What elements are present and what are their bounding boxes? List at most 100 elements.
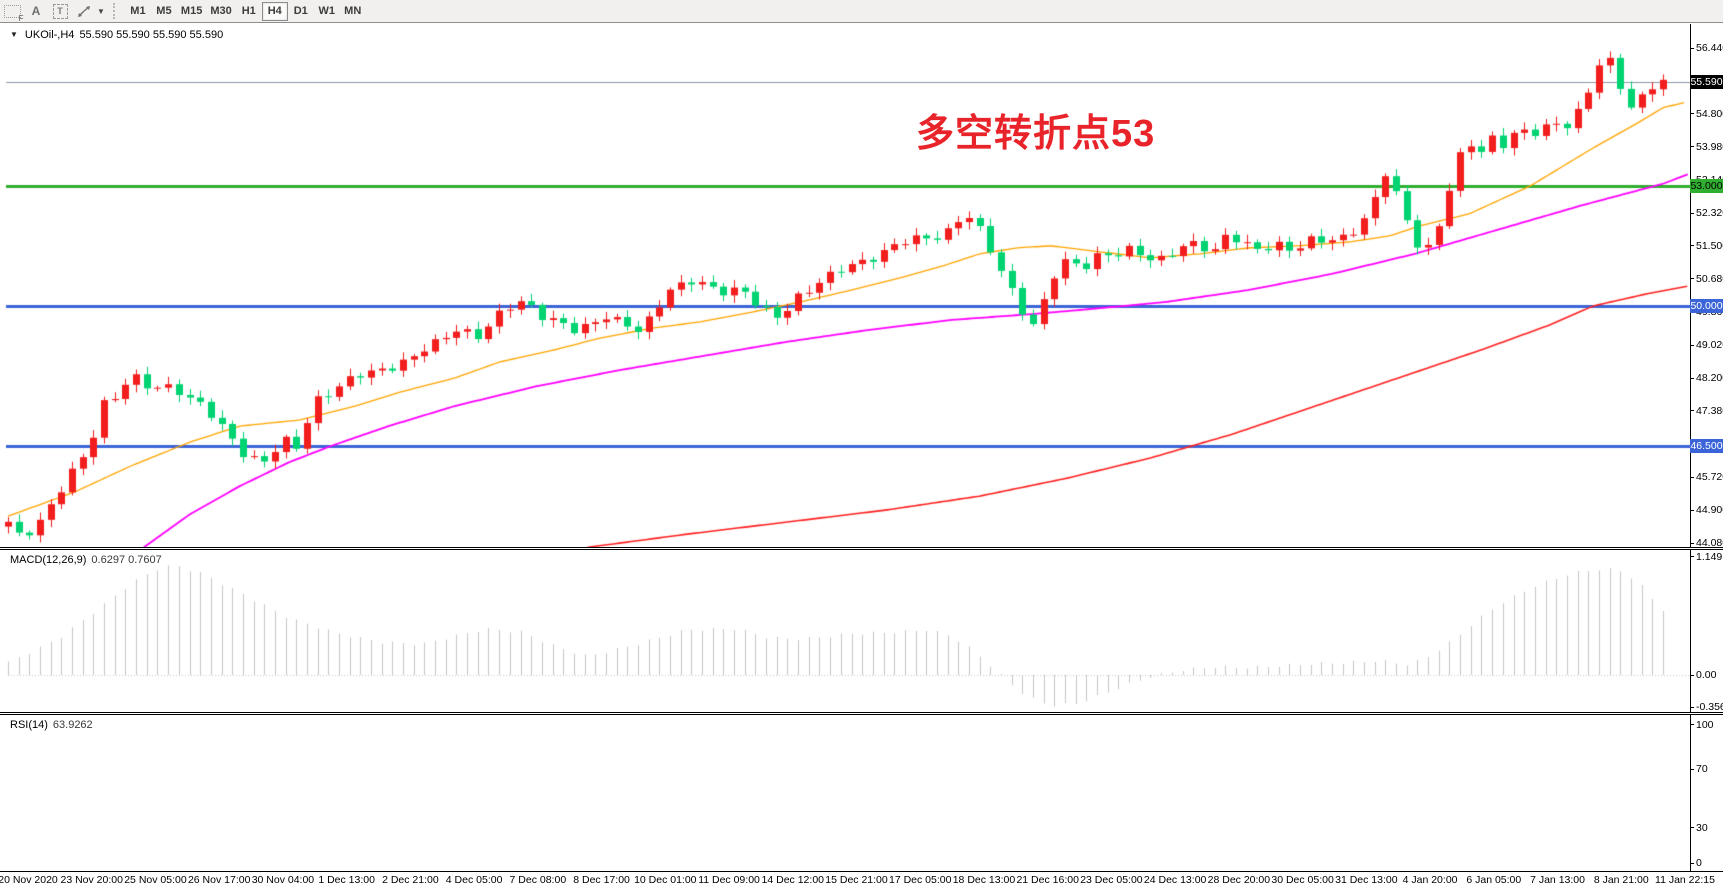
time-label-24: 7 Jan 13:00: [1530, 874, 1585, 886]
time-label-14: 17 Dec 05:00: [888, 874, 952, 886]
time-label-17: 23 Dec 05:00: [1080, 874, 1143, 886]
symbol-caret-icon[interactable]: ▼: [10, 30, 18, 39]
tick-dash: [1690, 245, 1694, 247]
time-label-20: 30 Dec 05:00: [1271, 874, 1334, 886]
time-label-7: 4 Dec 05:00: [445, 874, 503, 886]
time-label-15: 18 Dec 13:00: [952, 874, 1016, 886]
time-label-12: 14 Dec 12:00: [761, 874, 824, 886]
time-label-19: 28 Dec 20:00: [1207, 874, 1271, 886]
tick-dash: [1690, 476, 1694, 478]
price-tick-48.200: 48.200: [1690, 372, 1723, 385]
price-badge-50.000: 50.000: [1690, 298, 1723, 313]
macd-indicator-title: MACD(12,26,9) 0.6297 0.7607: [10, 554, 162, 566]
tick-label: 48.200: [1696, 372, 1723, 384]
toolbar-separator: [112, 3, 119, 19]
rsi-value: 63.9262: [52, 719, 93, 731]
tick-label: 52.320: [1696, 207, 1723, 219]
time-label-9: 8 Dec 17:00: [573, 874, 630, 886]
timeframe-button-m30[interactable]: M30: [206, 2, 235, 21]
macd-axis-1.149: 1.149: [1690, 550, 1723, 563]
timeframe-button-d1[interactable]: D1: [288, 2, 314, 21]
arrows-object-icon[interactable]: [73, 2, 95, 21]
time-label-18: 24 Dec 13:00: [1143, 874, 1207, 886]
tick-dash: [1690, 509, 1694, 511]
time-label-23: 6 Jan 05:00: [1466, 874, 1522, 886]
tick-label: 44.900: [1696, 504, 1723, 517]
time-label-22: 4 Jan 20:00: [1402, 874, 1458, 886]
timeframe-button-m1[interactable]: M1: [125, 2, 151, 21]
rsi-axis-70: 70: [1690, 763, 1723, 776]
price-tick-54.800: 54.800: [1690, 107, 1723, 120]
symbol-label: UKOil-,H4: [24, 29, 75, 41]
price-tick-45.720: 45.720: [1690, 471, 1723, 484]
time-label-21: 31 Dec 13:00: [1335, 874, 1398, 886]
main-macd-separator[interactable]: [0, 547, 1723, 550]
price-badge-55.590: 55.590: [1690, 75, 1723, 90]
tick-dash: [1690, 278, 1694, 280]
macd-axis-0.00: 0.00: [1690, 669, 1723, 682]
time-axis-border: [0, 871, 1723, 872]
tick-dash: [1690, 410, 1694, 412]
grid-f-glyph: [3, 4, 24, 23]
time-label-25: 8 Jan 21:00: [1593, 874, 1649, 886]
tick-dash: [1690, 377, 1694, 379]
timeframe-button-h4[interactable]: H4: [261, 1, 288, 21]
time-label-2: 25 Nov 05:00: [124, 874, 187, 886]
price-badge-46.500: 46.500: [1690, 439, 1723, 454]
time-label-16: 21 Dec 16:00: [1016, 874, 1079, 886]
price-tick-56.440: 56.440: [1690, 42, 1723, 55]
price-tick-44.900: 44.900: [1690, 504, 1723, 517]
time-label-1: 23 Nov 20:00: [60, 874, 123, 886]
tick-label: 45.720: [1696, 471, 1723, 484]
time-label-4: 30 Nov 04:00: [251, 874, 315, 886]
ohlc-quotes: 55.590 55.590 55.590 55.590: [79, 29, 224, 41]
timeframe-button-mn[interactable]: MN: [340, 2, 366, 21]
time-label-13: 15 Dec 21:00: [825, 874, 888, 886]
time-label-26: 11 Jan 22:15: [1655, 874, 1715, 886]
tick-label: 50.680: [1696, 272, 1723, 285]
time-label-0: 20 Nov 2020: [0, 874, 58, 886]
tick-label: 54.800: [1696, 107, 1723, 120]
tick-dash: [1690, 542, 1694, 544]
timeframe-button-h1[interactable]: H1: [236, 2, 262, 21]
tick-label: 56.440: [1696, 42, 1723, 54]
price-tick-44.080: 44.080: [1690, 537, 1723, 550]
price-badge-53.000: 53.000: [1690, 178, 1723, 193]
tick-dash: [1690, 344, 1694, 346]
font-a-icon[interactable]: A: [31, 4, 41, 18]
rsi-axis-0: 0: [1690, 857, 1723, 870]
tick-label: 49.020: [1696, 339, 1723, 352]
price-tick-49.020: 49.020: [1690, 339, 1723, 352]
tick-label: 51.500: [1696, 239, 1723, 252]
time-label-8: 7 Dec 08:00: [509, 874, 567, 886]
tick-dash: [1690, 146, 1694, 148]
tick-label: 53.980: [1696, 140, 1723, 153]
timeframe-button-m5[interactable]: M5: [151, 2, 177, 21]
price-chart-canvas[interactable]: [0, 24, 1690, 889]
timeframe-button-group: M1 M5 M15 M30 H1 H4 D1 W1 MN: [125, 1, 366, 21]
tick-dash: [1690, 47, 1694, 49]
rsi-label: RSI(14): [10, 719, 48, 731]
time-label-5: 1 Dec 13:00: [318, 874, 375, 886]
price-tick-51.500: 51.500: [1690, 239, 1723, 252]
dropdown-caret-icon[interactable]: ▼: [97, 6, 105, 16]
price-tick-47.380: 47.380: [1690, 404, 1723, 417]
grid-f-icon[interactable]: [1, 2, 24, 23]
text-object-glyph: T: [52, 3, 68, 19]
timeframe-button-m15[interactable]: M15: [177, 2, 206, 21]
tick-dash: [1690, 113, 1694, 115]
rsi-axis-100: 100: [1690, 718, 1723, 731]
time-label-11: 11 Dec 09:00: [698, 874, 760, 886]
macd-rsi-separator[interactable]: [0, 712, 1723, 715]
tick-dash: [1690, 212, 1694, 214]
text-object-icon[interactable]: T: [49, 2, 71, 21]
timeframe-button-w1[interactable]: W1: [314, 2, 340, 21]
chart-text-annotation: 多空转折点53: [916, 113, 1156, 155]
tick-label: 47.380: [1696, 404, 1723, 417]
macd-axis--0.3563: -0.3563: [1690, 701, 1723, 714]
chart-title: ▼ UKOil-,H4 55.590 55.590 55.590 55.590: [10, 29, 223, 41]
time-label-10: 10 Dec 01:00: [634, 874, 697, 886]
price-tick-50.680: 50.680: [1690, 272, 1723, 285]
time-label-3: 26 Nov 17:00: [187, 874, 251, 886]
